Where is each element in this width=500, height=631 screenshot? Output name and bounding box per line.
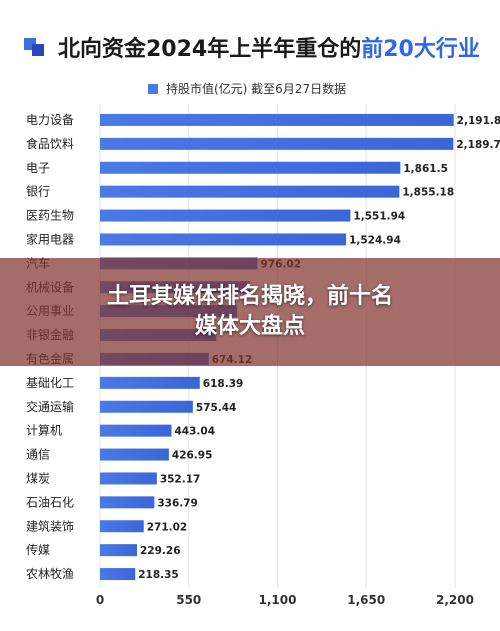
category-label: 基础化工	[26, 376, 74, 390]
value-label: 1,855.18	[402, 187, 454, 199]
bar	[100, 400, 193, 413]
value-label: 229.26	[140, 545, 181, 557]
value-label: 1,551.94	[353, 211, 405, 223]
bar	[100, 568, 136, 581]
category-label: 银行	[26, 185, 50, 199]
category-label: 电力设备	[26, 113, 74, 127]
x-tick-label: 2,200	[436, 593, 474, 607]
legend-label: 持股市值(亿元) 截至6月27日数据	[166, 82, 347, 96]
bar	[100, 161, 401, 174]
legend-swatch	[148, 83, 158, 94]
category-label: 传媒	[26, 542, 50, 557]
value-label: 618.39	[203, 378, 244, 390]
bar	[100, 424, 172, 437]
bar	[100, 233, 347, 246]
value-label: 1,524.94	[349, 234, 401, 246]
category-label: 交通运输	[26, 399, 74, 414]
value-label: 426.95	[172, 450, 213, 462]
bar	[100, 137, 454, 150]
bar	[100, 520, 144, 533]
bar	[100, 185, 400, 198]
banner-line-1: 土耳其媒体排名揭晓，前十名	[106, 284, 393, 309]
bar	[100, 472, 157, 485]
value-label: 218.35	[138, 569, 179, 581]
category-label: 煤炭	[26, 471, 50, 485]
bar	[100, 113, 454, 126]
bar	[100, 376, 200, 389]
value-label: 1,861.5	[403, 163, 448, 175]
value-label: 2,189.77	[456, 139, 500, 151]
bar	[100, 209, 351, 222]
category-label: 计算机	[26, 423, 62, 438]
category-label: 建筑装饰	[26, 518, 74, 533]
headline-banner: 土耳其媒体排名揭晓，前十名 媒体大盘点	[0, 258, 500, 366]
category-label: 石油石化	[26, 495, 74, 509]
logo-icon	[22, 34, 48, 60]
bar	[100, 448, 169, 461]
bar	[100, 544, 137, 557]
chart-title: 北向资金2024年上半年重仓的前20大行业	[22, 30, 480, 64]
title-main: 北向资金2024年上半年重仓的	[58, 37, 362, 62]
category-label: 医药生物	[26, 209, 74, 223]
value-label: 443.04	[174, 426, 215, 438]
category-label: 电子	[26, 161, 50, 175]
legend: 持股市值(亿元) 截至6月27日数据	[148, 80, 346, 97]
x-tick-label: 0	[96, 593, 104, 607]
category-label: 农林牧渔	[26, 567, 74, 581]
banner-line-2: 媒体大盘点	[194, 314, 305, 339]
category-label: 通信	[26, 448, 50, 462]
x-tick-label: 550	[176, 593, 201, 607]
category-label: 食品饮料	[26, 136, 74, 151]
value-label: 352.17	[160, 473, 201, 485]
value-label: 271.02	[147, 521, 188, 533]
value-label: 575.44	[196, 402, 237, 414]
x-tick-label: 1,100	[259, 593, 297, 607]
value-label: 336.79	[157, 497, 198, 509]
value-label: 2,191.85	[457, 115, 500, 127]
title-highlight: 前20大行业	[361, 37, 480, 62]
category-label: 家用电器	[26, 231, 74, 246]
title-text: 北向资金2024年上半年重仓的前20大行业	[58, 31, 480, 63]
bar	[100, 496, 155, 509]
x-tick-label: 1,650	[347, 593, 385, 607]
